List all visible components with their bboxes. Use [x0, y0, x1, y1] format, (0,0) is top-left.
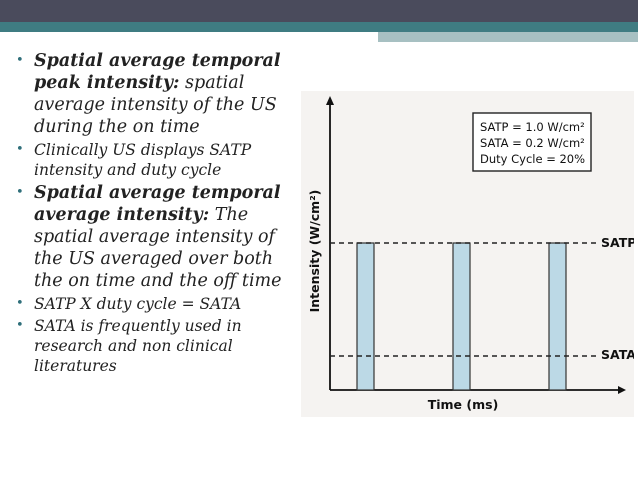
bullet-bold-text: Spatial average temporal peak intensity:	[34, 51, 281, 93]
bullet-item: • Clinically US displays SATP intensity a…	[14, 140, 294, 180]
bullet-dot-icon: •	[16, 53, 24, 68]
pulse-bar	[548, 242, 567, 391]
bullet-item: • SATP X duty cycle = SATA	[14, 294, 294, 314]
y-axis-arrow-icon	[326, 96, 334, 105]
bullet-text: Clinically US displays SATP intensity an…	[34, 141, 252, 179]
duty-cycle-figure: SATP = 1.0 W/cm² SATA = 0.2 W/cm² Duty C…	[301, 91, 636, 417]
satp-label: SATP	[601, 235, 634, 250]
sata-label: SATA	[601, 347, 634, 362]
bullet-text: SATP X duty cycle = SATA	[34, 295, 242, 313]
legend-sata: SATA = 0.2 W/cm²	[480, 136, 585, 150]
bullet-text: The spatial average intensity of the US …	[34, 205, 282, 291]
bullet-dot-icon: •	[16, 185, 24, 200]
bullet-dot-icon: •	[16, 142, 24, 157]
duty-cycle-chart: SATP = 1.0 W/cm² SATA = 0.2 W/cm² Duty C…	[307, 96, 636, 412]
pulse-bar	[452, 242, 471, 391]
x-axis-label: Time (ms)	[428, 397, 499, 412]
bullet-dot-icon: •	[16, 318, 24, 333]
header-band-light	[378, 32, 638, 42]
bullet-bold-text: Spatial average temporal average intensi…	[34, 183, 281, 225]
y-axis-label: Intensity (W/cm²)	[307, 190, 322, 313]
header-band-dark	[0, 0, 638, 22]
x-axis-arrow-icon	[618, 386, 626, 394]
legend-satp: SATP = 1.0 W/cm²	[480, 120, 585, 134]
bullet-text: SATA is frequently used in research and …	[34, 317, 242, 375]
legend-box	[472, 112, 592, 172]
bullet-text: spatial average intensity of the US duri…	[34, 73, 277, 137]
bullet-dot-icon: •	[16, 296, 24, 311]
pulse-bar	[356, 242, 375, 391]
header-band-teal	[0, 22, 638, 32]
bullet-item: • SATA is frequently used in research and…	[14, 316, 294, 376]
bullet-list: • Spatial average temporal peak intensity…	[14, 50, 294, 378]
bullet-item: • Spatial average temporal peak intensity…	[14, 50, 294, 138]
bullet-item: • Spatial average temporal average intens…	[14, 182, 294, 292]
legend-duty-cycle: Duty Cycle = 20%	[480, 152, 585, 166]
